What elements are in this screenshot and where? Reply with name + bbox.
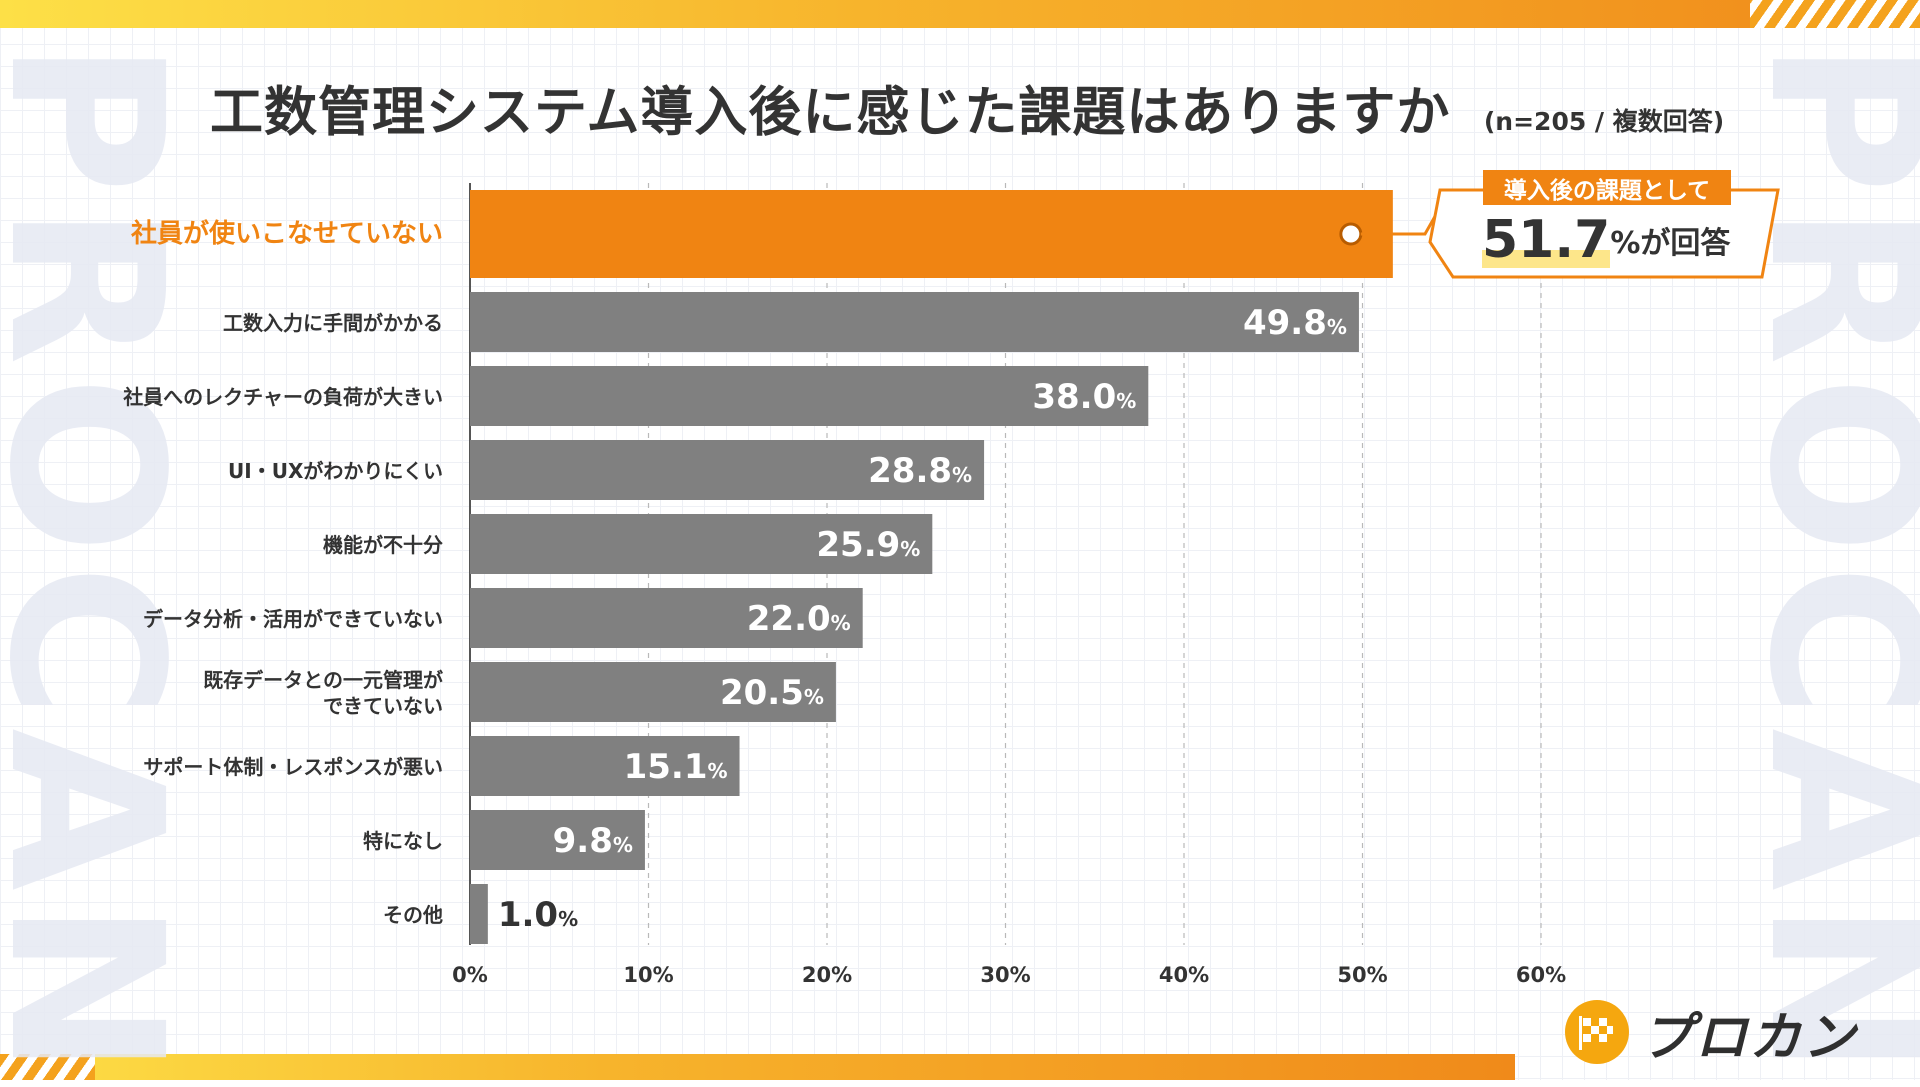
category-label: UI・UXがわかりにくい <box>228 459 443 483</box>
x-tick-label: 0% <box>452 963 488 987</box>
category-label: 工数入力に手間がかかる <box>223 311 443 335</box>
category-label: 特になし <box>363 829 443 853</box>
value-label: 15.1% <box>624 747 728 787</box>
value-label: 22.0% <box>747 599 851 639</box>
category-label: 機能が不十分 <box>323 533 443 557</box>
category-label: 既存データとの一元管理ができていない <box>203 668 443 718</box>
category-label: その他 <box>383 903 443 927</box>
bar <box>470 292 1359 352</box>
brand-logo: プロカン <box>1565 997 1858 1068</box>
category-label: サポート体制・レスポンスが悪い <box>143 755 443 779</box>
bar <box>470 588 863 648</box>
bar <box>470 662 836 722</box>
x-tick-label: 60% <box>1516 963 1566 987</box>
value-label: 38.0% <box>1032 377 1136 417</box>
callout-tag: 導入後の課題として <box>1483 170 1731 205</box>
callout-number: 51.7 <box>1482 210 1611 270</box>
value-label: 49.8% <box>1243 303 1347 343</box>
value-label: 28.8% <box>868 451 972 491</box>
value-label: 9.8% <box>553 821 633 861</box>
x-tick-label: 50% <box>1337 963 1387 987</box>
top-stripes <box>1750 0 1920 28</box>
checkered-flag-icon <box>1565 1000 1629 1064</box>
category-label: データ分析・活用ができていない <box>143 607 443 631</box>
callout-marker <box>1339 222 1363 246</box>
value-label: 25.9% <box>816 525 920 565</box>
category-label: 社員が使いこなせていない <box>131 218 443 249</box>
bar <box>470 810 645 870</box>
bar <box>470 190 1393 278</box>
top-accent-band <box>0 0 1920 28</box>
callout-value: 51.7 %が回答 <box>1482 206 1730 268</box>
bottom-accent-band <box>0 1054 1515 1080</box>
category-label: 社員へのレクチャーの負荷が大きい <box>122 385 443 409</box>
logo-text: プロカン <box>1641 1007 1858 1068</box>
callout-suffix: %が回答 <box>1610 226 1731 261</box>
title-main: 工数管理システム導入後に感じた課題はありますか <box>210 82 1451 143</box>
bar <box>470 884 488 944</box>
watermark-left: PROCAN <box>0 40 208 1087</box>
value-label: 1.0% <box>498 895 578 935</box>
x-tick-label: 20% <box>802 963 852 987</box>
x-tick-label: 30% <box>980 963 1030 987</box>
value-label: 20.5% <box>720 673 824 713</box>
x-tick-label: 10% <box>623 963 673 987</box>
title-note: (n=205 / 複数回答) <box>1483 107 1725 136</box>
bar <box>470 736 740 796</box>
chart-title: 工数管理システム導入後に感じた課題はありますか (n=205 / 複数回答) <box>210 70 1724 146</box>
bar <box>470 366 1149 426</box>
x-tick-label: 40% <box>1159 963 1209 987</box>
bottom-stripes <box>0 1054 95 1080</box>
bar <box>470 514 933 574</box>
bar <box>470 440 985 500</box>
